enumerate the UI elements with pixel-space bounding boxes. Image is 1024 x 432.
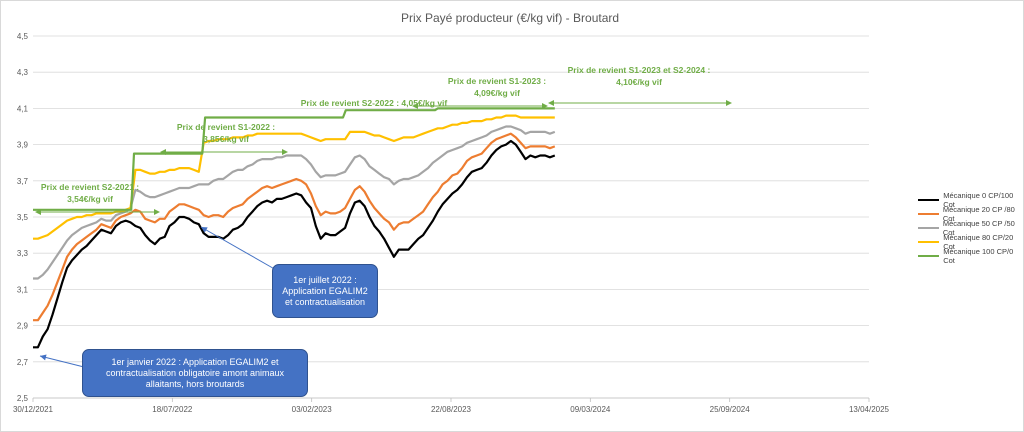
callout-line: Application EGALIM2 — [282, 285, 368, 296]
y-tick-label: 3,1 — [17, 285, 29, 294]
callout-egalim2-juillet: 1er juillet 2022 : Application EGALIM2 et … — [272, 264, 378, 318]
legend-swatch — [918, 255, 940, 257]
annotation-rev-s1-2022: 3,85€/kg vif — [203, 134, 249, 144]
arrow-head-left-icon — [548, 100, 554, 106]
legend-swatch — [918, 199, 940, 201]
x-tick-label: 09/03/2024 — [570, 405, 611, 414]
y-tick-label: 3,9 — [17, 141, 29, 150]
annotation-rev-s1-2023-s2-2024: Prix de revient S1-2023 et S2-2024 : — [568, 65, 711, 75]
y-tick-label: 2,7 — [17, 358, 29, 367]
callout-arrow-janvier — [39, 355, 89, 369]
callout-line: contractualisation obligatoire amont ani… — [105, 367, 285, 378]
annotation-rev-s2-2022: Prix de revient S2-2022 : 4,05€/kg vif — [301, 98, 448, 108]
y-tick-label: 4,3 — [17, 68, 29, 77]
x-tick-label: 03/02/2023 — [292, 405, 333, 414]
arrow-head-right-icon — [282, 149, 288, 155]
arrow-head-right-icon — [154, 209, 160, 215]
x-tick-label: 13/04/2025 — [849, 405, 890, 414]
callout-arrows — [39, 226, 279, 369]
y-tick-label: 2,5 — [17, 394, 29, 403]
legend-item: Mécanique 0 CP/100 Cot — [918, 191, 1024, 209]
y-tick-label: 2,9 — [17, 322, 29, 331]
annotation-rev-s1-2023-s2-2024: 4,10€/kg vif — [616, 77, 662, 87]
callout-line: 1er juillet 2022 : — [293, 274, 357, 285]
legend-label: Mécanique 20 CP /80 Cot — [942, 205, 1015, 223]
y-tick-label: 4,5 — [17, 32, 29, 41]
legend-swatch — [918, 227, 939, 229]
arrow-head-icon — [201, 227, 208, 233]
y-tick-label: 3,3 — [17, 249, 29, 258]
annotation-rev-s1-2023: 4,09€/kg vif — [474, 88, 520, 98]
x-tick-label: 22/08/2023 — [431, 405, 472, 414]
y-tick-label: 3,7 — [17, 177, 29, 186]
legend-item: Mécanique 50 CP /50 Cot — [918, 219, 1024, 237]
y-tick-label: 4,1 — [17, 104, 29, 113]
series-group — [33, 107, 556, 349]
series-line-3 — [33, 125, 556, 280]
annotation-rev-s1-2023: Prix de revient S1-2023 : — [448, 76, 546, 86]
callout-line: allaitants, hors broutards — [145, 378, 245, 389]
callout-text: 1er juillet 2022 : Application EGALIM2 et … — [282, 275, 368, 308]
callout-arrow-juillet — [200, 226, 279, 272]
y-axis: 2,5 2,7 2,9 3,1 3,3 3,5 3,7 3,9 4,1 4,3 4,5 — [17, 32, 29, 403]
series-line-5 — [33, 107, 555, 211]
legend-item: Mécanique 80 CP/20 Cot — [918, 233, 1024, 251]
series-line-1 — [33, 139, 556, 349]
legend-swatch — [918, 241, 940, 243]
arrow-head-left-icon — [160, 149, 166, 155]
callout-line: 1er janvier 2022 : Application EGALIM2 e… — [111, 356, 279, 367]
legend-label: Mécanique 50 CP /50 Cot — [942, 219, 1015, 237]
arrow-head-right-icon — [726, 100, 732, 106]
arrow-head-right-icon — [542, 103, 548, 109]
legend-label: Mécanique 0 CP/100 Cot — [943, 191, 1014, 209]
x-axis: 30/12/2021 18/07/2022 03/02/2023 22/08/2023… — [13, 397, 890, 414]
annotation-rev-s2-2021: 3,54€/kg vif — [67, 194, 113, 204]
arrow-head-left-icon — [35, 209, 41, 215]
legend-label: Mécanique 80 CP/20 Cot — [943, 233, 1014, 251]
legend-item: Mécanique 100 CP/0 Cot — [918, 247, 1024, 265]
grid-lines — [33, 35, 869, 399]
annotations-group: Prix de revient S2-2021 : 3,54€/kg vif Pri… — [35, 65, 732, 215]
arrow-head-left-icon — [412, 103, 418, 109]
callout-text: 1er janvier 2022 : Application EGALIM2 e… — [106, 357, 284, 390]
x-tick-label: 25/09/2024 — [710, 405, 751, 414]
x-tick-label: 18/07/2022 — [152, 405, 193, 414]
callout-egalim2-janvier: 1er janvier 2022 : Application EGALIM2 e… — [82, 349, 308, 397]
legend-item: Mécanique 20 CP /80 Cot — [918, 205, 1024, 223]
x-tick-label: 30/12/2021 — [13, 405, 54, 414]
y-tick-label: 3,5 — [17, 213, 29, 222]
callout-line: et contractualisation — [284, 296, 366, 307]
chart-title: Prix Payé producteur (€/kg vif) - Brouta… — [401, 11, 619, 25]
arrow-head-icon — [40, 354, 47, 361]
legend-swatch — [918, 213, 939, 215]
legend-label: Mécanique 100 CP/0 Cot — [943, 247, 1014, 265]
chart-legend: Mécanique 0 CP/100 Cot Mécanique 20 CP /8… — [918, 191, 1024, 265]
series-line-2 — [33, 132, 556, 322]
annotation-rev-s1-2022: Prix de revient S1-2022 : — [177, 122, 275, 132]
annotation-rev-s2-2021: Prix de revient S2-2021 : — [41, 182, 139, 192]
